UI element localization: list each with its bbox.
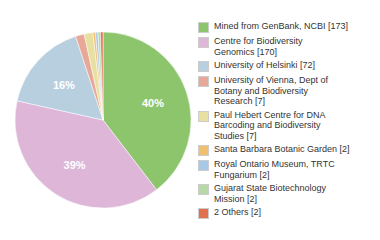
html-text:Centre for Biodiversity Genomi: Centre for Biodiversity Genomics [170] [214,36,303,57]
html-text:2 Others [2]: 2 Others [2] [214,207,261,217]
svg-text:40%: 40% [142,97,164,109]
html-text:Paul Hebert Centre for DNA Bar: Paul Hebert Centre for DNA Barcoding and… [214,109,326,141]
html-text:Mined from GenBank, NCBI [173]: Mined from GenBank, NCBI [173] [214,21,349,31]
svg-text:39%: 39% [64,159,86,171]
html-text:Santa Barbara Botanic Garden [: Santa Barbara Botanic Garden [2] [214,144,350,154]
html-text:Royal Ontario Museum, TRTC Fun: Royal Ontario Museum, TRTC Fungarium [2] [214,159,335,180]
svg-text:16%: 16% [53,79,75,91]
html-text:University of Helsinki [72]: University of Helsinki [72] [214,60,315,70]
html-text:University of Vienna, Dept of: University of Vienna, Dept of Botany and… [214,75,328,106]
html-text:Gujarat State Biotechnology Mi: Gujarat State Biotechnology Mission [2] [214,183,327,204]
